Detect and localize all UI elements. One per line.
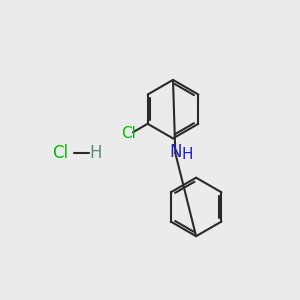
Text: Cl: Cl xyxy=(52,144,68,162)
Text: N: N xyxy=(169,143,182,161)
Text: Cl: Cl xyxy=(121,125,136,140)
Text: H: H xyxy=(89,144,101,162)
Text: H: H xyxy=(182,147,194,162)
